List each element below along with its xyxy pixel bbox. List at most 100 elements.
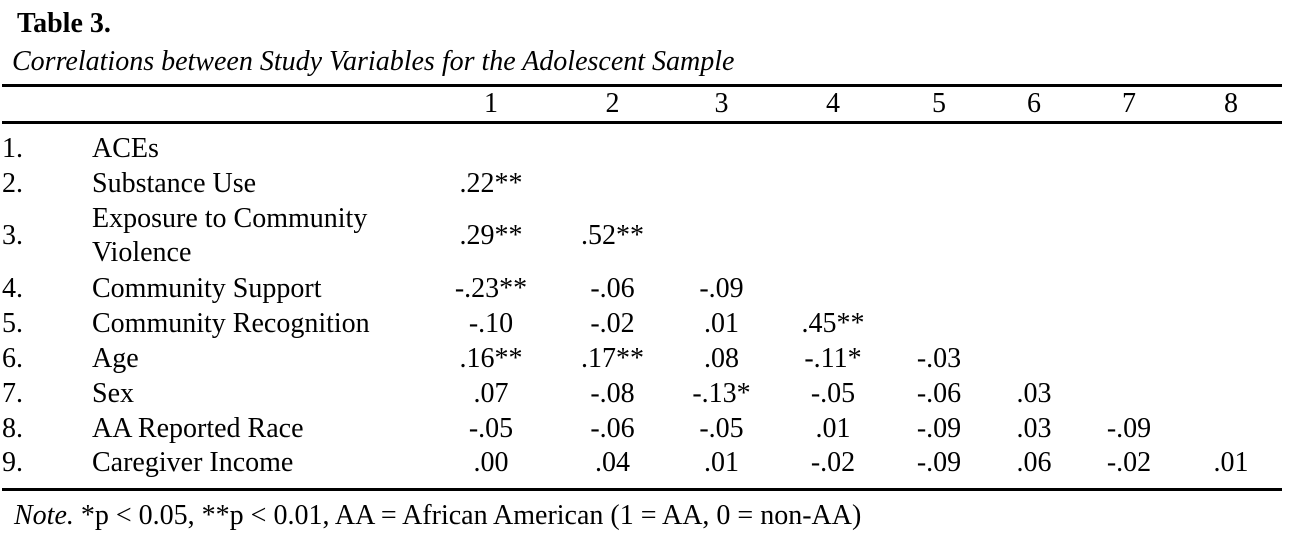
correlation-value: [990, 341, 1078, 376]
column-header: 3: [714, 88, 729, 119]
correlation-value: [888, 166, 990, 201]
correlation-value: [990, 166, 1078, 201]
correlation-value: .17**: [581, 342, 644, 374]
table-row: 5. Community Recognition -.10 -.02 .01 .…: [2, 306, 1282, 341]
correlation-value: -.09: [916, 447, 962, 478]
table-row: 4. Community Support -.23** -.06 -.09: [2, 271, 1282, 306]
correlation-value: -.11*: [804, 342, 862, 374]
row-number: 7.: [2, 377, 23, 409]
column-header: 6: [1027, 88, 1041, 119]
correlation-value: -.06: [916, 377, 962, 409]
correlation-value: -.02: [590, 307, 635, 339]
correlation-value: -.09: [916, 412, 962, 444]
correlation-table: 1 2 3 4 5 6 7 8 1. ACEs: [2, 84, 1282, 491]
paper-page: Table 3. Correlations between Study Vari…: [2, 8, 1314, 534]
correlation-value: [665, 201, 778, 271]
table-row: 7. Sex .07 -.08 -.13* -.05 -.06 .03: [2, 376, 1282, 411]
correlation-value: [665, 166, 778, 201]
correlation-value: [560, 123, 665, 167]
correlation-value: -.09: [1106, 412, 1152, 444]
correlation-value: [1078, 123, 1180, 167]
correlation-value: [990, 306, 1078, 341]
correlation-value: -.23**: [454, 272, 528, 304]
note-label: Note.: [14, 500, 74, 531]
correlation-value: [1078, 341, 1180, 376]
correlation-value: [888, 306, 990, 341]
column-header: 2: [605, 88, 620, 119]
correlation-value: .01: [1213, 447, 1249, 478]
table-row: 6. Age .16** .17** .08 -.11* -.03: [2, 341, 1282, 376]
row-number: 6.: [2, 342, 23, 374]
variable-label: Caregiver Income: [92, 447, 294, 478]
correlation-value: [778, 166, 888, 201]
correlation-value: [422, 123, 560, 167]
correlation-value: [1180, 123, 1282, 167]
page-title: Table 3.: [17, 8, 111, 39]
correlation-value: [1180, 201, 1282, 271]
correlation-value: [1078, 271, 1180, 306]
table-note: Note. *p < 0.05, **p < 0.01, AA = Africa…: [14, 498, 1314, 534]
correlation-value: -.13*: [692, 377, 751, 409]
variable-label: Age: [92, 342, 139, 374]
table-header-row: 1 2 3 4 5 6 7 8: [2, 86, 1282, 123]
correlation-value: .45**: [801, 307, 865, 339]
correlation-value: [1180, 411, 1282, 446]
note-text: *p < 0.05, **p < 0.01, AA = African Amer…: [73, 500, 862, 531]
column-header: 5: [932, 88, 946, 119]
row-number: 2.: [2, 167, 23, 199]
correlation-value: [1180, 166, 1282, 201]
correlation-value: [888, 271, 990, 306]
correlation-value: [1180, 306, 1282, 341]
variable-label: AA Reported Race: [92, 412, 304, 444]
correlation-value: -.02: [810, 447, 856, 478]
variable-label: Community Support: [92, 272, 322, 304]
correlation-value: [665, 123, 778, 167]
correlation-value: [1078, 376, 1180, 411]
correlation-value: .03: [1016, 377, 1052, 409]
correlation-value: .00: [473, 447, 509, 478]
correlation-value: [990, 123, 1078, 167]
correlation-value: -.02: [1106, 447, 1152, 478]
header-spacer: [2, 86, 422, 123]
correlation-value: .01: [704, 307, 739, 339]
correlation-value: [888, 123, 990, 167]
variable-label: Substance Use: [92, 167, 257, 199]
row-number: 4.: [2, 272, 23, 304]
row-number: 8.: [2, 412, 23, 444]
column-header: 8: [1224, 88, 1238, 119]
column-header: 1: [484, 88, 498, 119]
correlation-value: .08: [704, 342, 739, 374]
variable-label: Community Recognition: [92, 307, 370, 339]
correlation-value: .16**: [459, 342, 523, 374]
row-number: 1.: [2, 133, 23, 164]
table-row: 1. ACEs: [2, 123, 1282, 167]
row-number: 3.: [2, 220, 23, 251]
column-header: 7: [1122, 88, 1136, 119]
variable-label: Sex: [92, 377, 134, 409]
correlation-value: -.08: [590, 377, 635, 409]
correlation-value: [778, 123, 888, 167]
correlation-value: [1180, 376, 1282, 411]
correlation-value: -.06: [590, 412, 635, 444]
table-row: 9. Caregiver Income .00 .04 .01 -.02 -.0…: [2, 446, 1282, 490]
correlation-value: [778, 201, 888, 271]
correlation-value: [1180, 271, 1282, 306]
correlation-value: .04: [595, 447, 630, 478]
correlation-value: .01: [815, 412, 851, 444]
correlation-value: .01: [704, 447, 739, 478]
correlation-value: -.10: [468, 307, 514, 339]
correlation-value: [888, 201, 990, 271]
variable-label: Exposure to Community Violence: [92, 203, 368, 268]
row-number: 5.: [2, 307, 23, 339]
correlation-value: [1078, 201, 1180, 271]
correlation-value: -.05: [699, 412, 744, 444]
correlation-value: .03: [1016, 412, 1052, 444]
table-row: 2. Substance Use .22**: [2, 166, 1282, 201]
correlation-value: [990, 271, 1078, 306]
correlation-value: [778, 271, 888, 306]
table-subtitle: Correlations between Study Variables for…: [12, 46, 735, 77]
correlation-value: .22**: [459, 167, 523, 199]
variable-label: ACEs: [92, 133, 159, 164]
correlation-value: -.06: [590, 272, 635, 304]
correlation-value: [1078, 166, 1180, 201]
